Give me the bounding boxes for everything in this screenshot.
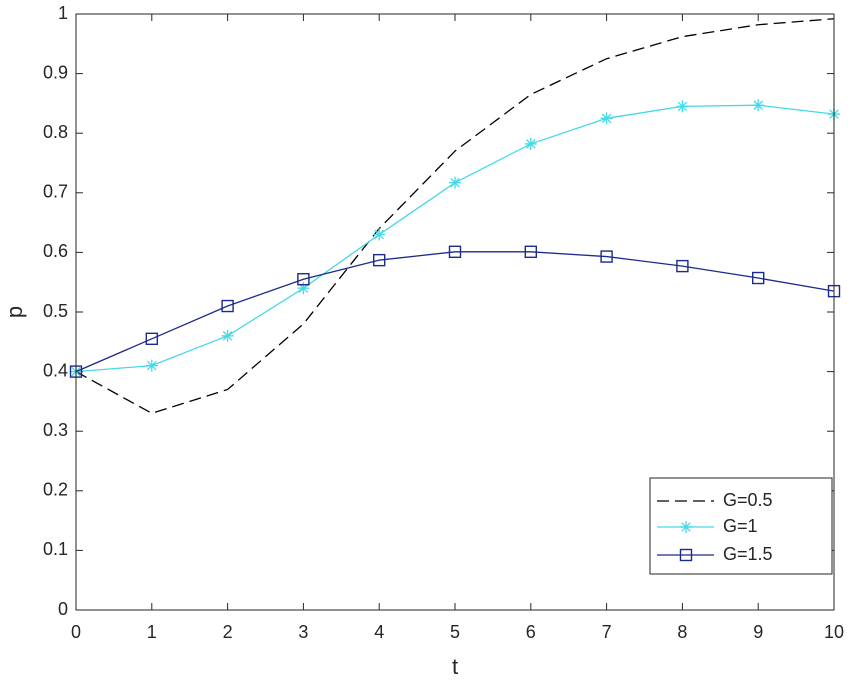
y-tick-label: 0.7 (43, 182, 68, 202)
x-tick-label: 8 (677, 622, 687, 642)
x-tick-label: 2 (223, 622, 233, 642)
legend-label-g05: G=0.5 (723, 490, 773, 510)
data-point-marker (676, 259, 689, 273)
x-tick-label: 9 (753, 622, 763, 642)
x-tick-label: 10 (824, 622, 844, 642)
plot-frame (75, 13, 835, 611)
legend: G=0.5 G=1 G=1.5 (649, 477, 833, 575)
y-tick-label: 0.2 (43, 480, 68, 500)
y-tick-label: 0.9 (43, 62, 68, 82)
data-point-marker (373, 253, 386, 267)
data-point-marker (221, 299, 234, 313)
x-axis-label: t (452, 654, 458, 679)
data-point-marker (448, 245, 462, 259)
x-tick-label: 7 (602, 622, 612, 642)
data-point-marker (297, 273, 310, 286)
y-axis-label: p (2, 306, 27, 318)
x-tick-label: 4 (374, 622, 384, 642)
data-point-marker (145, 332, 159, 346)
y-tick-label: 0.4 (43, 360, 68, 380)
legend-marker-sample (679, 548, 693, 562)
data-point-marker (524, 245, 537, 259)
y-tick-label: 1 (58, 3, 68, 23)
series-line (75, 251, 835, 373)
data-point-marker (297, 282, 310, 295)
y-tick-label: 0.3 (43, 420, 68, 440)
y-tick-labels: 0 0.1 0.2 0.3 0.4 0.5 0.6 0.7 0.8 0.9 1 (43, 3, 68, 619)
data-point-marker (145, 359, 158, 372)
y-tick-label: 0.5 (43, 301, 68, 321)
legend-label-g1: G=1 (723, 516, 758, 536)
x-tick-label: 6 (526, 622, 536, 642)
data-point-marker (676, 100, 689, 113)
x-tick-label: 5 (450, 622, 460, 642)
x-tick-label: 1 (147, 622, 157, 642)
data-point-marker (524, 137, 537, 150)
legend-marker-sample (680, 521, 692, 533)
x-tick-label: 0 (71, 622, 81, 642)
series-g-0-5 (75, 18, 835, 415)
legend-samples (657, 500, 714, 562)
y-tick-label: 0.8 (43, 122, 68, 142)
x-tick-labels: 0 1 2 3 4 5 6 7 8 9 10 (71, 622, 844, 642)
data-point-marker (600, 250, 613, 263)
data-point-marker (373, 228, 386, 241)
data-point-marker (221, 329, 234, 342)
series-line (75, 18, 835, 415)
x-tick-label: 3 (298, 622, 308, 642)
data-point-marker (752, 99, 765, 112)
legend-label-g15: G=1.5 (723, 544, 773, 564)
data-point-marker (752, 271, 765, 285)
y-tick-label: 0.6 (43, 241, 68, 261)
data-point-marker (600, 112, 613, 125)
data-point-marker (449, 176, 461, 189)
y-tick-label: 0.1 (43, 539, 68, 559)
series-layer (69, 18, 841, 415)
y-tick-label: 0 (58, 599, 68, 619)
